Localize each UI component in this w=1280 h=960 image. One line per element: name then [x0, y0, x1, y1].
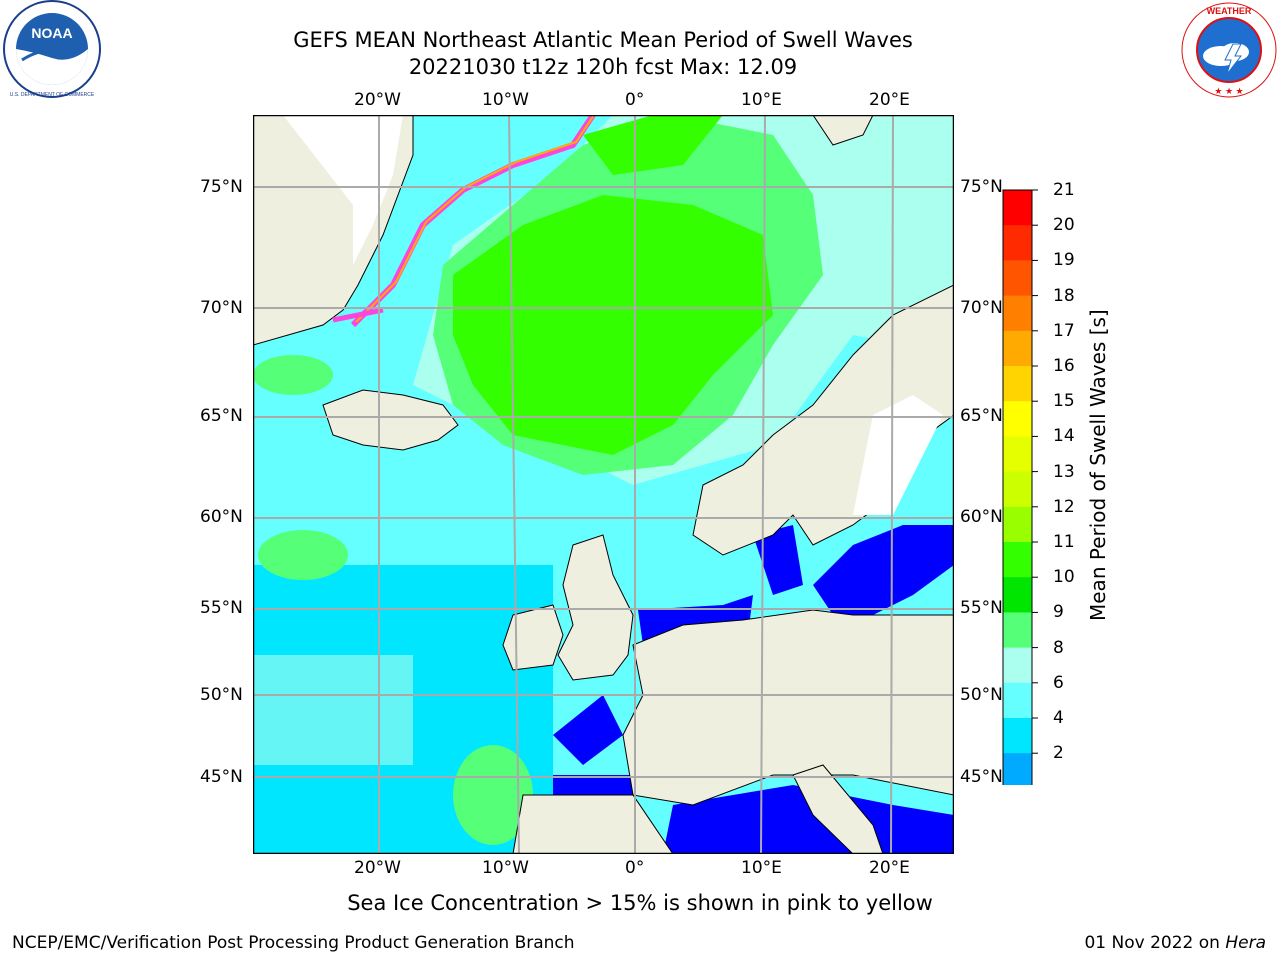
swell-zone-10-11s-north — [583, 115, 723, 175]
colorbar-tick-label: 11 — [1053, 532, 1075, 552]
lon-label-top-10e: 10°E — [741, 90, 782, 110]
lat-label-left-55n: 55°N — [200, 598, 243, 618]
colorbar — [1002, 189, 1038, 785]
colorbar-bin — [1003, 471, 1032, 508]
footer-date-text: 01 Nov 2022 on — [1084, 933, 1226, 953]
lat-label-right-75n: 75°N — [960, 177, 1003, 197]
colorbar-tick-label: 17 — [1053, 320, 1075, 341]
ireland — [502, 604, 564, 671]
svg-text:★ ★ ★: ★ ★ ★ — [1214, 86, 1243, 96]
footer-date: 01 Nov 2022 on Hera — [1084, 933, 1266, 953]
lat-label-left-45n: 45°N — [200, 767, 243, 787]
swell-patch-southwest — [258, 530, 348, 580]
colorbar-bin — [1003, 260, 1032, 297]
sea-ice-edge-south — [332, 307, 384, 323]
english-channel-low-period — [553, 695, 623, 765]
lon-label-bottom-10w: 10°W — [482, 858, 529, 878]
nws-logo: WEATHER ★ ★ ★ — [1181, 2, 1277, 98]
lat-label-right-65n: 65°N — [960, 406, 1003, 426]
colorbar-tick-label: 9 — [1053, 602, 1064, 623]
map-title: GEFS MEAN Northeast Atlantic Mean Period… — [293, 28, 913, 52]
svg-text:NOAA: NOAA — [31, 25, 72, 41]
baltic-sea-low-period — [813, 525, 954, 615]
colorbar-bin — [1003, 682, 1032, 719]
lat-label-left-65n: 65°N — [200, 406, 243, 426]
iceland — [322, 389, 459, 451]
colorbar-bin — [1003, 718, 1032, 754]
lon-label-top-20w: 20°W — [354, 90, 401, 110]
lat-label-right-70n: 70°N — [960, 298, 1003, 318]
italy — [792, 764, 884, 854]
lon-label-bottom-20w: 20°W — [354, 858, 401, 878]
graticule — [253, 115, 954, 854]
colorbar-tick-label: 12 — [1053, 496, 1075, 517]
colorbar-bin — [1003, 225, 1032, 261]
lon-label-bottom-10e: 10°E — [741, 858, 782, 878]
lat-label-right-55n: 55°N — [960, 598, 1003, 618]
colorbar-tick-label: 15 — [1053, 391, 1075, 412]
mediterranean-low-period — [663, 785, 954, 854]
colorbar-bin — [1003, 577, 1032, 613]
greenland-ice — [283, 115, 403, 265]
lat-label-right-50n: 50°N — [960, 685, 1003, 705]
lon-label-top-10w: 10°W — [482, 90, 529, 110]
lat-label-right-45n: 45°N — [960, 767, 1003, 787]
lat-label-right-60n: 60°N — [960, 507, 1003, 527]
iberian-peninsula — [512, 794, 674, 854]
colorbar-tick-label: 4 — [1053, 708, 1064, 728]
lat-label-left-50n: 50°N — [200, 685, 243, 705]
great-britain — [557, 534, 634, 681]
colorbar-bin — [1003, 401, 1032, 437]
colorbar-tick-label: 10 — [1053, 567, 1075, 588]
footer-credit: NCEP/EMC/Verification Post Processing Pr… — [12, 933, 575, 953]
colorbar-bin — [1003, 506, 1032, 543]
swell-patch-west — [253, 355, 333, 395]
lon-label-bottom-0: 0° — [625, 858, 645, 878]
colorbar-bin — [1003, 295, 1032, 332]
skagerrak-low-period — [753, 525, 803, 595]
colorbar-label: Mean Period of Swell Waves [s] — [1086, 309, 1110, 621]
colorbar-bin — [1003, 436, 1032, 473]
map-subtitle: 20221030 t12z 120h fcst Max: 12.09 — [408, 55, 798, 79]
continental-europe — [622, 609, 954, 806]
gulf-of-bothnia — [853, 395, 943, 515]
swell-streak-8-9s — [253, 655, 413, 765]
noaa-logo: NOAA U.S. DEPARTMENT OF COMMERCE — [3, 0, 101, 98]
colorbar-tick-label: 16 — [1053, 356, 1075, 376]
colorbar-bin — [1003, 542, 1032, 578]
colorbar-tick-label: 14 — [1053, 426, 1075, 447]
lon-label-bottom-20e: 20°E — [869, 858, 910, 878]
lon-label-top-20e: 20°E — [869, 90, 910, 110]
colorbar-tick-label: 2 — [1053, 743, 1064, 764]
colorbar-frame — [1002, 189, 1033, 785]
lat-label-left-60n: 60°N — [200, 507, 243, 527]
svg-text:WEATHER: WEATHER — [1207, 6, 1252, 16]
svalbard — [812, 115, 874, 146]
colorbar-bin — [1003, 753, 1032, 785]
colorbar-tick-label: 18 — [1053, 285, 1075, 306]
map-area — [253, 115, 954, 854]
colorbar-bin — [1003, 330, 1032, 367]
colorbar-bin — [1003, 366, 1032, 402]
swell-zone-10-11s — [453, 195, 773, 455]
lat-label-left-70n: 70°N — [200, 298, 243, 318]
colorbar-tick-label: 13 — [1053, 461, 1075, 482]
colorbar-tick-label: 20 — [1053, 215, 1075, 236]
colorbar-tick-label: 6 — [1053, 672, 1064, 693]
colorbar-bin — [1003, 612, 1032, 649]
colorbar-tick-label: 21 — [1053, 180, 1075, 200]
colorbar-tick-label: 19 — [1053, 250, 1075, 271]
map-frame — [253, 115, 954, 854]
colorbar-bin — [1003, 647, 1032, 684]
lon-label-top-0: 0° — [625, 90, 645, 110]
colorbar-bin — [1003, 190, 1032, 226]
sea-ice-caption: Sea Ice Concentration > 15% is shown in … — [347, 891, 933, 915]
footer-host: Hera — [1225, 933, 1266, 953]
swell-patch-biscay-approach — [453, 745, 533, 845]
svg-text:U.S. DEPARTMENT OF COMMERCE: U.S. DEPARTMENT OF COMMERCE — [10, 92, 95, 98]
lat-label-left-75n: 75°N — [200, 177, 243, 197]
colorbar-tick-label: 8 — [1053, 637, 1064, 658]
